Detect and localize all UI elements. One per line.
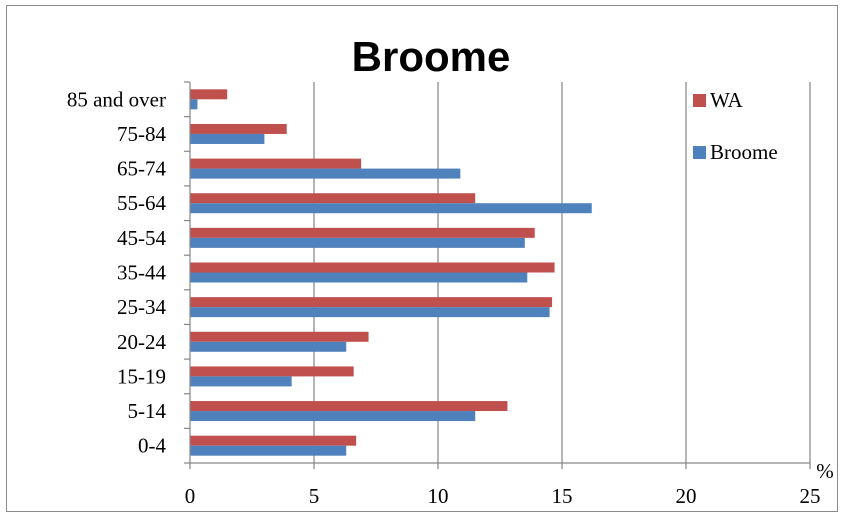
bars	[190, 89, 592, 456]
bar-broome	[190, 203, 592, 214]
y-tick-labels: 0-4 5-14 15-19 20-24 25-34 35-44 45-54 55-64 65-…	[67, 87, 167, 457]
bar-broome	[190, 307, 550, 318]
bar-wa	[190, 262, 555, 273]
bar-broome	[190, 376, 292, 387]
x-tick-label: 0	[185, 484, 196, 508]
y-tick-label: 65-74	[117, 157, 166, 181]
bar-wa	[190, 401, 508, 412]
bar-wa	[190, 158, 362, 169]
bar-broome	[190, 133, 265, 144]
legend-swatch	[693, 94, 706, 107]
bar-broome	[190, 445, 347, 456]
y-tick-label: 25-34	[117, 295, 166, 319]
bar-wa	[190, 123, 287, 134]
legend: WA Broome	[693, 88, 778, 164]
x-axis-unit-label: %	[816, 459, 834, 483]
y-tick-label: 15-19	[117, 364, 166, 388]
bar-wa	[190, 193, 476, 204]
x-tick-labels: 0 5 10 15 20 25	[185, 484, 821, 508]
bar-wa	[190, 366, 354, 377]
bar-broome	[190, 272, 528, 283]
y-tick-label: 35-44	[117, 261, 166, 285]
y-tick-label: 55-64	[117, 191, 166, 215]
chart-title: Broome	[352, 33, 511, 80]
legend-label: Broome	[710, 140, 778, 164]
bar-broome	[190, 411, 476, 422]
bar-wa	[190, 435, 357, 446]
bar-broome	[190, 99, 198, 110]
bar-wa	[190, 331, 369, 342]
y-tick-label: 20-24	[117, 330, 166, 354]
x-tick-label: 25	[800, 484, 821, 508]
bar-wa	[190, 89, 228, 100]
y-tick-label: 45-54	[117, 226, 166, 250]
x-tick-label: 5	[309, 484, 320, 508]
bar-wa	[190, 227, 535, 238]
bar-broome	[190, 237, 525, 248]
bar-broome	[190, 341, 347, 352]
bar-wa	[190, 297, 553, 308]
x-tick-label: 10	[428, 484, 449, 508]
y-tick-label: 85 and over	[67, 87, 166, 111]
legend-swatch	[693, 146, 706, 159]
bar-broome	[190, 168, 461, 179]
legend-label: WA	[710, 88, 743, 112]
y-tick-label: 5-14	[128, 399, 167, 423]
y-tick-label: 75-84	[117, 122, 166, 146]
y-tick-label: 0-4	[138, 434, 166, 458]
x-tick-label: 20	[676, 484, 697, 508]
x-tick-label: 15	[552, 484, 573, 508]
chart-frame	[6, 5, 838, 512]
axes	[184, 81, 811, 469]
